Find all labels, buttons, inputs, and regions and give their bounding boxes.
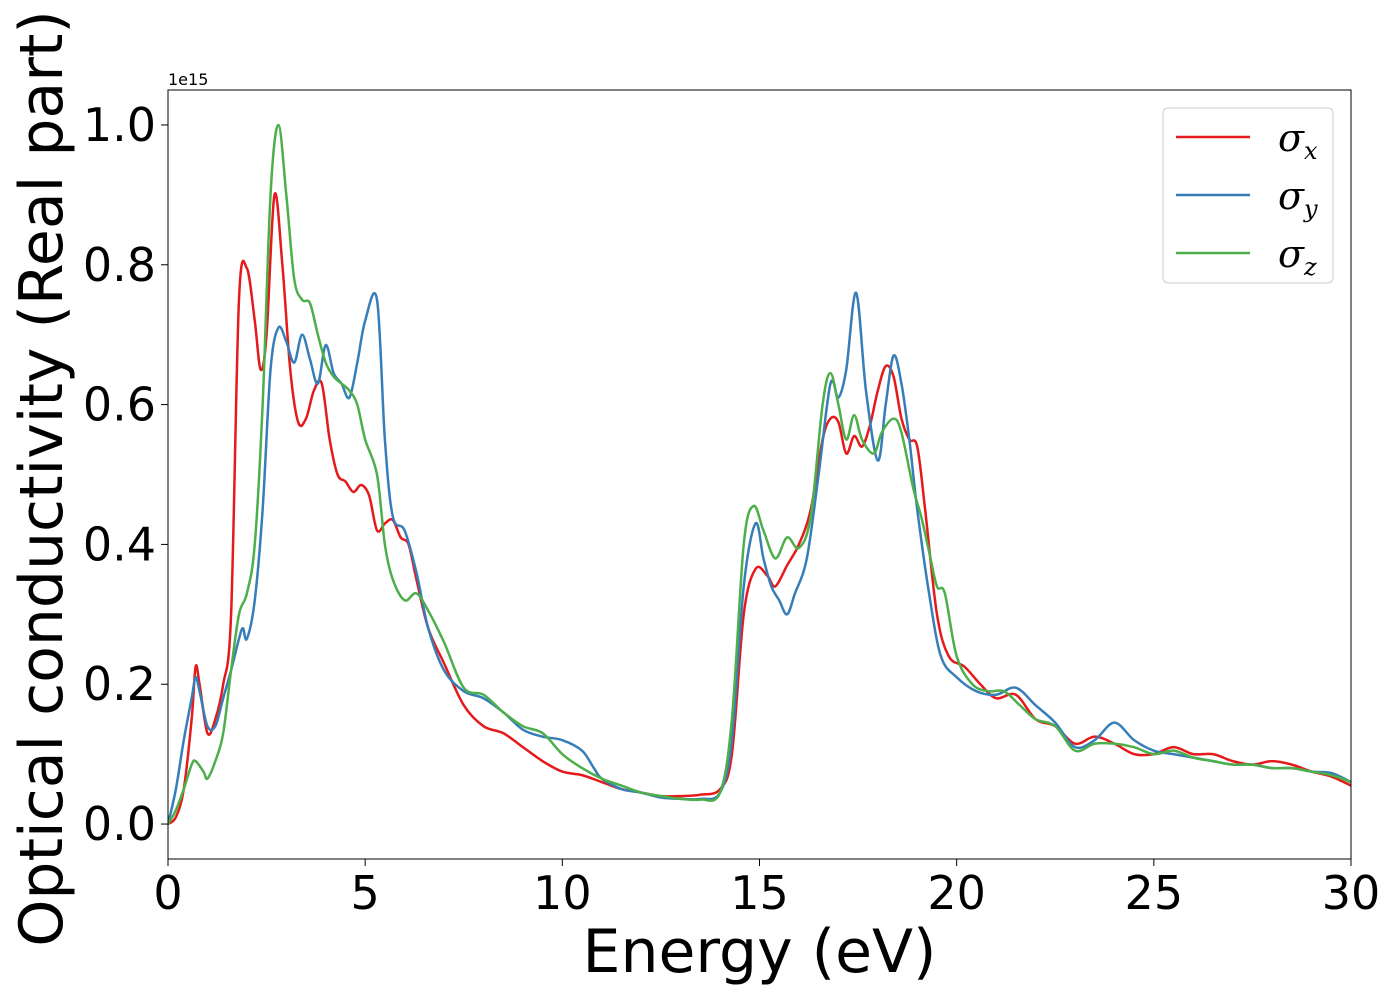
x-tick-label: 25 bbox=[1125, 866, 1184, 920]
y-axis-label: Optical conductivity (Real part) bbox=[7, 10, 77, 947]
y-axis-offset-text: 1e15 bbox=[168, 70, 208, 89]
legend-item-x: σx bbox=[1176, 116, 1318, 165]
x-tick-label: 15 bbox=[730, 866, 789, 920]
series-line-y bbox=[168, 291, 1351, 825]
series-layer bbox=[168, 123, 1351, 826]
y-axis-ticks: 0.0 0.2 0.4 0.6 0.8 1.0 bbox=[83, 98, 168, 851]
y-tick-label: 1.0 bbox=[83, 98, 156, 152]
x-tick-label: 20 bbox=[927, 866, 986, 920]
x-tick-label: 5 bbox=[351, 866, 380, 920]
y-tick-label: 0.6 bbox=[83, 378, 156, 432]
x-tick-label: 10 bbox=[533, 866, 592, 920]
x-tick-label: 0 bbox=[153, 866, 182, 920]
legend-label: σx bbox=[1278, 116, 1318, 165]
x-tick-label: 30 bbox=[1322, 866, 1381, 920]
x-axis-ticks: 0 5 10 15 20 25 30 bbox=[153, 859, 1380, 920]
legend-label: σy bbox=[1278, 174, 1318, 223]
series-line-x bbox=[168, 191, 1351, 826]
legend-item-z: σz bbox=[1176, 232, 1317, 281]
y-tick-label: 0.2 bbox=[83, 657, 156, 711]
legend: σx σy σz bbox=[1162, 107, 1334, 284]
x-axis-label: Energy (eV) bbox=[583, 917, 937, 987]
series-line-z bbox=[168, 123, 1351, 825]
y-tick-label: 0.0 bbox=[83, 797, 156, 851]
legend-label: σz bbox=[1278, 232, 1317, 281]
y-tick-label: 0.4 bbox=[83, 517, 156, 571]
legend-item-y: σy bbox=[1176, 174, 1318, 223]
y-tick-label: 0.8 bbox=[83, 238, 156, 292]
